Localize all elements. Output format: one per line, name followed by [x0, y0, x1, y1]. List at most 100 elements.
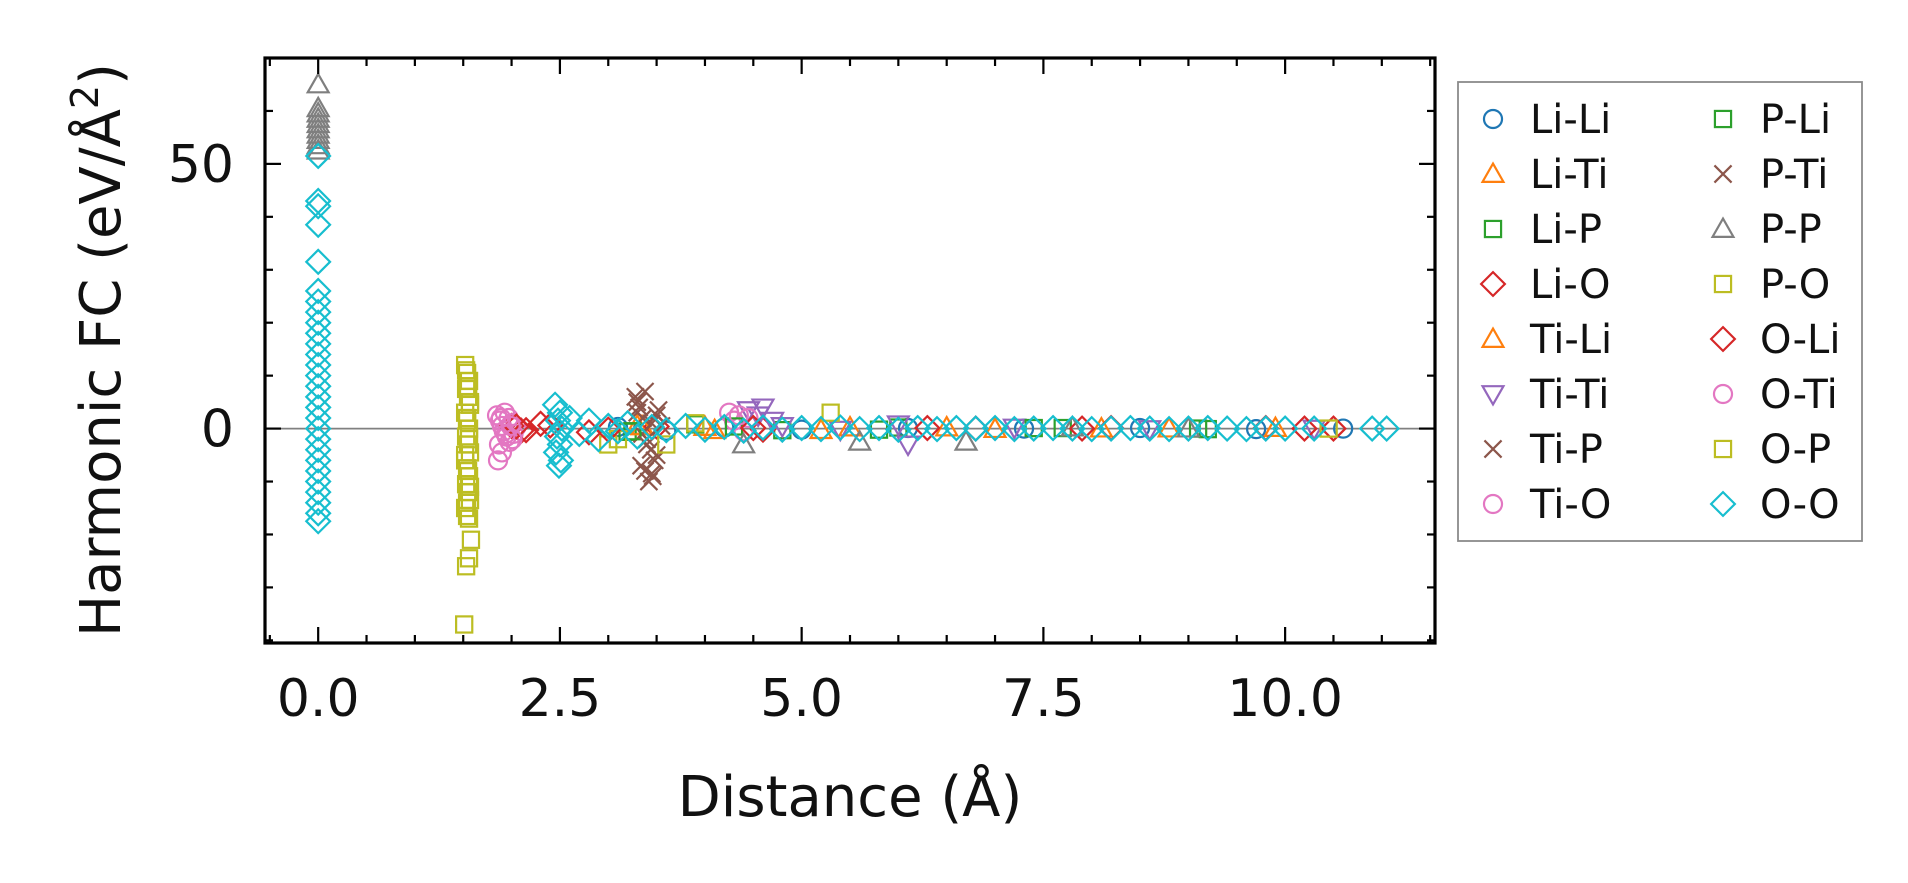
data-point — [982, 416, 1008, 439]
legend-box — [1457, 81, 1863, 542]
data-point — [305, 106, 331, 128]
tick-labels-layer: 0.0 2.5 5.0 7.5 10.0 0 50 — [168, 135, 1343, 729]
legend-label: P-Li — [1760, 97, 1831, 143]
data-point — [1300, 415, 1328, 443]
data-point — [642, 464, 662, 483]
data-point — [768, 416, 796, 444]
data-point — [827, 420, 853, 443]
data-point — [739, 414, 767, 442]
legend-marker — [1480, 326, 1506, 348]
data-point — [962, 415, 990, 443]
data-point — [1000, 415, 1028, 443]
data-point — [953, 429, 979, 451]
data-point — [304, 415, 332, 443]
legend-item-o-li: O-Li — [1709, 317, 1840, 363]
data-point — [304, 489, 332, 517]
data-point — [304, 457, 332, 485]
legend-item-li-li: Li-Li — [1482, 97, 1611, 143]
data-point — [527, 410, 555, 438]
data-point — [749, 414, 777, 441]
data-point — [461, 530, 481, 549]
data-point — [981, 414, 1009, 442]
data-point — [904, 414, 932, 442]
legend-item-o-p: O-P — [1713, 427, 1831, 473]
data-point — [1020, 415, 1048, 443]
legend-marker — [1709, 490, 1737, 518]
data-point — [456, 557, 476, 576]
data-point — [1319, 419, 1338, 438]
legend-label: Li-O — [1530, 262, 1610, 308]
data-point — [304, 446, 332, 474]
data-point — [913, 414, 941, 442]
data-point — [702, 417, 727, 440]
data-point — [547, 446, 575, 474]
legend-item-p-ti: P-Ti — [1713, 152, 1828, 198]
data-point — [626, 387, 645, 407]
y-axis-label-close: ) — [69, 63, 134, 85]
data-point — [304, 436, 332, 464]
data-point — [305, 132, 331, 155]
legend-item-li-o: Li-O — [1479, 262, 1610, 308]
data-point — [807, 415, 835, 443]
data-point — [884, 416, 912, 444]
data-point — [1271, 415, 1299, 443]
data-point — [304, 478, 332, 506]
legend-label: Li-P — [1530, 207, 1602, 253]
data-point — [1245, 418, 1267, 440]
legend-item-ti-p: Ti-P — [1483, 427, 1603, 473]
data-point — [304, 298, 332, 326]
legend-label: O-Li — [1760, 317, 1840, 363]
legend-marker — [1483, 439, 1503, 459]
legend-item-ti-li: Ti-Li — [1480, 317, 1612, 363]
legend-item-o-ti: O-Ti — [1712, 372, 1838, 418]
data-point — [788, 414, 816, 442]
data-point — [548, 415, 576, 443]
data-point — [575, 407, 603, 435]
data-point — [541, 391, 569, 419]
legend-label: Ti-Ti — [1529, 372, 1609, 418]
legend-label: Ti-O — [1529, 482, 1611, 528]
data-point — [1156, 415, 1182, 438]
data-point — [1097, 415, 1125, 443]
legend-marker — [1713, 109, 1733, 129]
data-point — [304, 309, 332, 337]
legend-marker — [1482, 493, 1504, 515]
data-point — [304, 372, 332, 400]
data-point — [304, 319, 332, 347]
legend-marker — [1709, 325, 1737, 353]
data-point — [631, 456, 651, 475]
legend-marker — [1712, 383, 1734, 405]
data-point — [304, 404, 332, 432]
data-point — [304, 468, 332, 495]
data-points-layer — [304, 71, 1401, 634]
data-point — [847, 429, 873, 451]
data-point — [512, 416, 540, 444]
data-point — [1060, 414, 1085, 437]
data-point — [305, 116, 331, 139]
data-point — [821, 403, 840, 422]
data-point — [304, 393, 332, 421]
legend-label: P-O — [1760, 262, 1830, 308]
data-point — [304, 341, 332, 368]
data-point — [544, 407, 572, 435]
data-point — [304, 330, 332, 358]
legend-marker — [1480, 161, 1506, 183]
data-point — [627, 403, 647, 423]
data-point — [457, 506, 477, 526]
plot-frame — [263, 56, 1437, 645]
data-point — [304, 362, 332, 390]
data-point — [1002, 418, 1027, 441]
data-point — [459, 509, 479, 528]
data-point — [672, 412, 700, 440]
legend-item-li-ti: Li-Ti — [1480, 152, 1608, 198]
x-axis-label: Distance (Å) — [678, 764, 1023, 830]
data-point — [304, 351, 332, 379]
legend-marker — [1479, 270, 1507, 298]
series-o-o — [304, 142, 1401, 535]
data-point — [638, 413, 666, 441]
x-tick-label: 0.0 — [277, 669, 360, 729]
data-point — [1116, 414, 1144, 442]
data-point — [304, 248, 332, 276]
data-point — [826, 414, 854, 441]
